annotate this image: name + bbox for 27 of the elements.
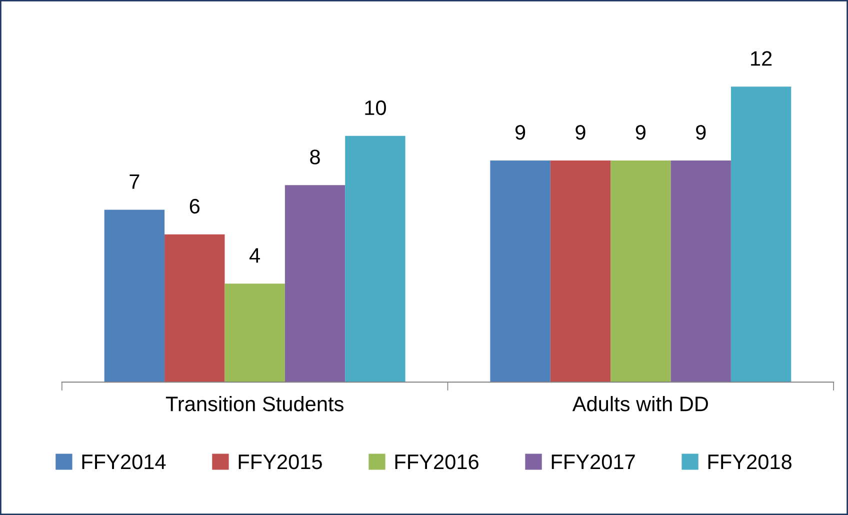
data-label: 9 bbox=[576, 124, 586, 140]
bar bbox=[345, 136, 406, 382]
legend-label: FFY2016 bbox=[395, 454, 478, 470]
x-tick-label: Transition Students bbox=[166, 396, 344, 412]
bar bbox=[730, 86, 792, 382]
legend-label: FFY2014 bbox=[82, 454, 166, 470]
data-label: 9 bbox=[636, 124, 646, 140]
bar bbox=[670, 160, 731, 382]
data-label: 9 bbox=[696, 124, 706, 140]
legend-label: FFY2017 bbox=[552, 454, 635, 470]
legend-label: FFY2018 bbox=[708, 454, 792, 470]
data-label: 4 bbox=[250, 248, 260, 263]
data-label: 9 bbox=[515, 124, 526, 140]
bar bbox=[164, 234, 225, 382]
data-label: 6 bbox=[190, 198, 200, 214]
x-tick-label: Adults with DD bbox=[572, 396, 708, 412]
bar bbox=[550, 160, 611, 382]
bar bbox=[104, 210, 165, 382]
data-label: 12 bbox=[751, 51, 772, 66]
bar bbox=[284, 185, 346, 382]
legend-label: FFY2015 bbox=[238, 454, 322, 470]
data-label: 7 bbox=[130, 174, 140, 189]
bar bbox=[224, 284, 285, 382]
data-label: 10 bbox=[365, 100, 386, 116]
data-label: 8 bbox=[310, 150, 320, 164]
bar bbox=[610, 160, 671, 382]
bar bbox=[490, 160, 550, 382]
